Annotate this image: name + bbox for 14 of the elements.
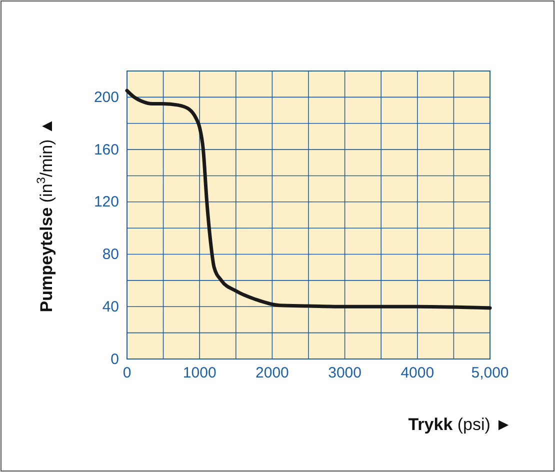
x-axis-title: Trykk (psi) ►	[408, 415, 512, 434]
x-tick-label: 4000	[400, 364, 434, 382]
x-tick-label: 0	[122, 364, 132, 382]
x-tick-label: 3000	[328, 364, 362, 382]
y-tick-label: 160	[94, 141, 119, 158]
y-tick-label: 80	[102, 246, 119, 264]
x-tick-label: 1000	[182, 364, 216, 382]
x-tick-label: 2000	[256, 364, 289, 382]
y-tick-label: 200	[94, 88, 119, 106]
line-series	[125, 88, 492, 310]
y-tick-label: 40	[102, 298, 119, 316]
y-tick-label: 120	[94, 194, 119, 211]
y-tick-label: 0	[110, 350, 119, 368]
x-tick-label: 5,000	[471, 364, 509, 382]
